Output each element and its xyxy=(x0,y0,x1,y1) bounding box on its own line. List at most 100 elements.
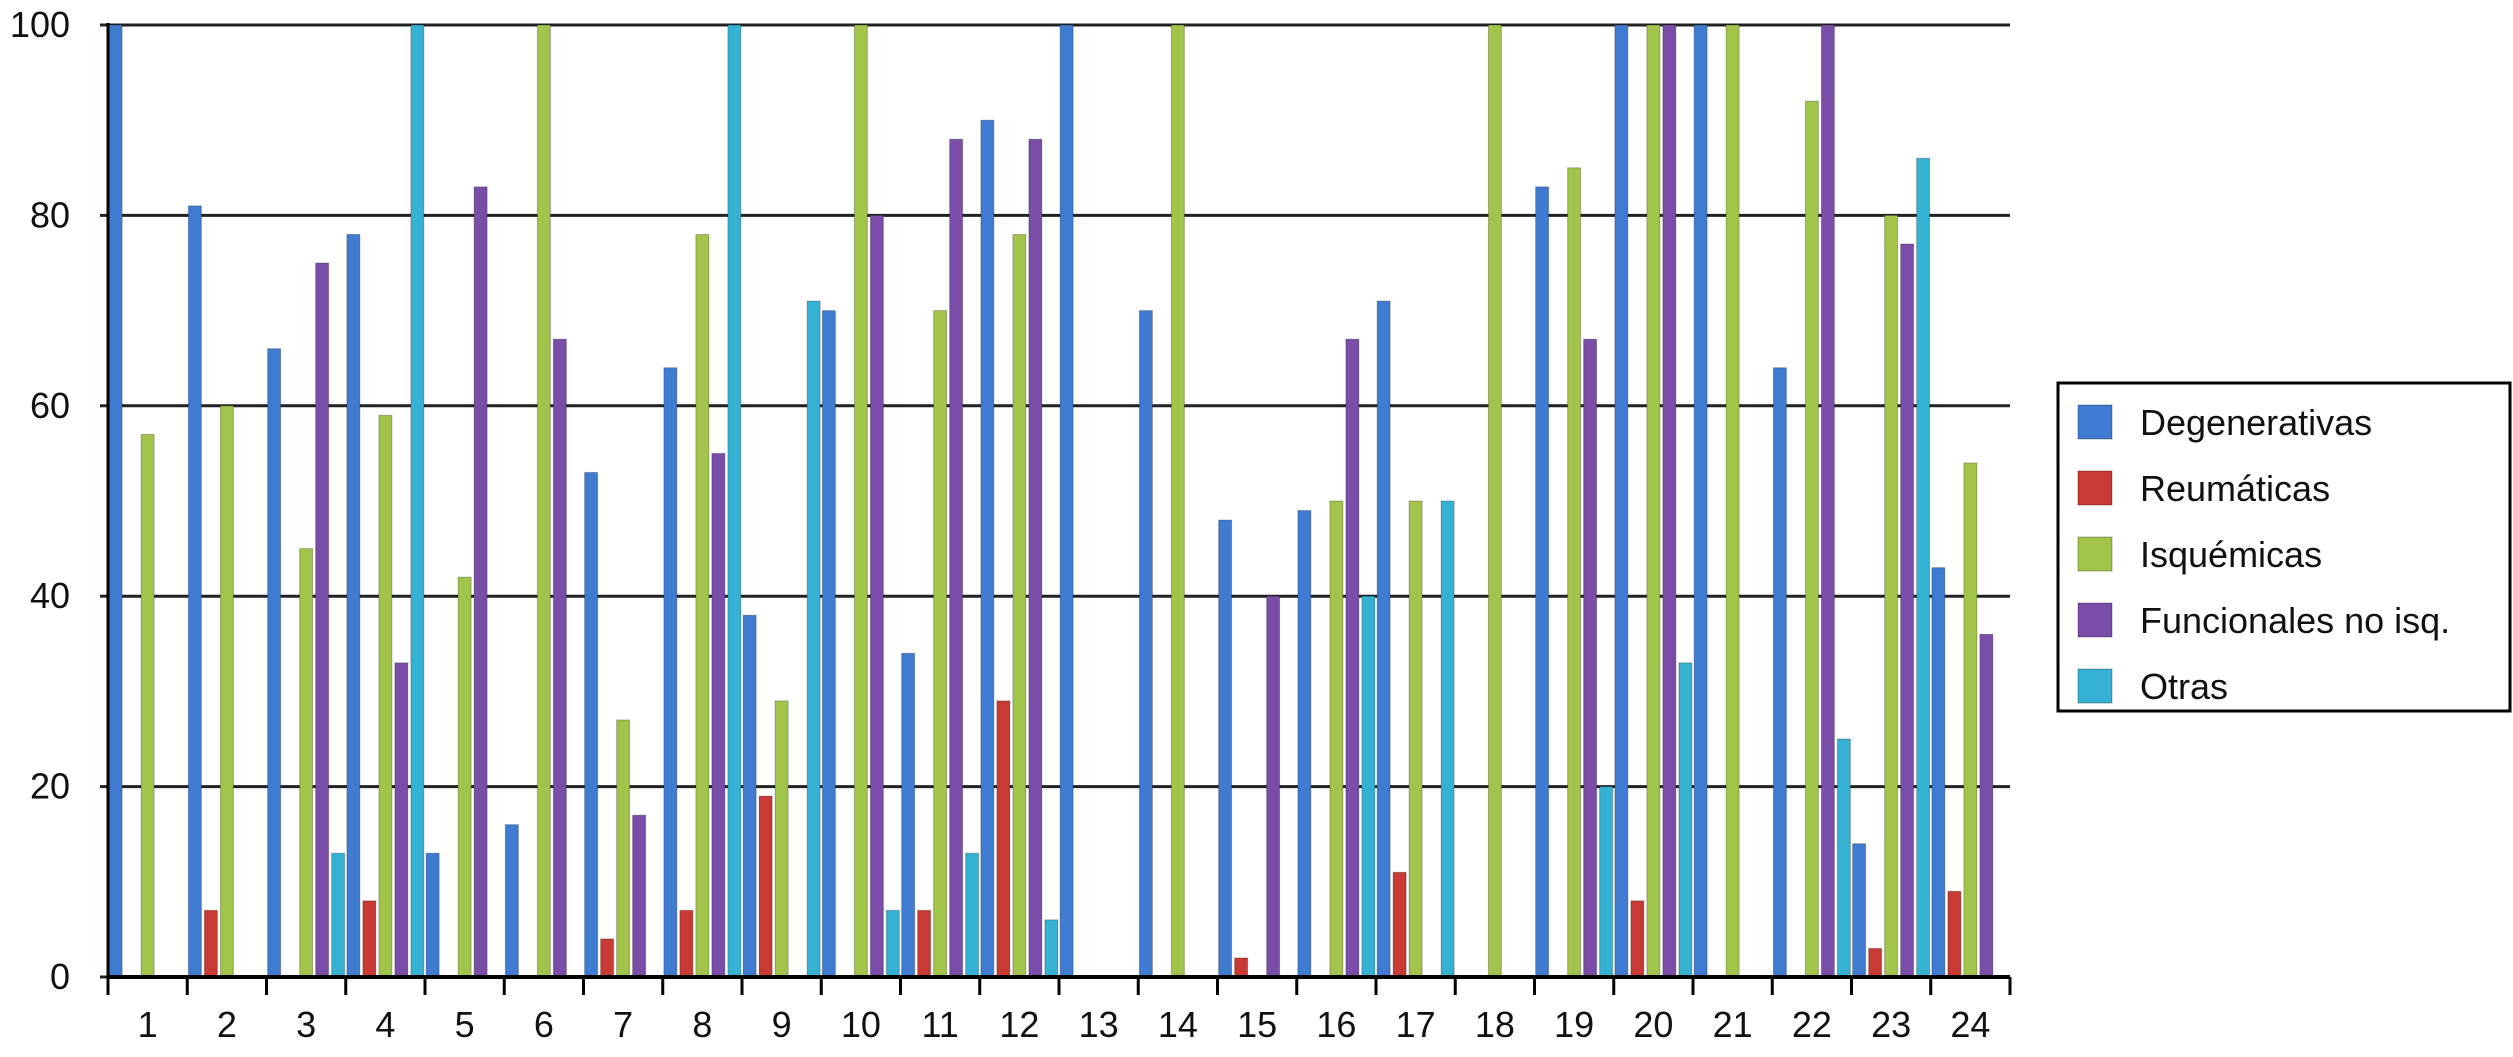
legend-swatch xyxy=(2077,470,2113,506)
legend-swatch xyxy=(2077,668,2113,704)
legend-label: Reumáticas xyxy=(2140,468,2330,509)
bar xyxy=(219,405,234,978)
bar xyxy=(1408,500,1423,978)
bar xyxy=(1266,595,1281,978)
bar xyxy=(1693,24,1708,978)
bar xyxy=(1884,214,1899,978)
bar xyxy=(410,24,425,978)
bar xyxy=(1900,243,1915,978)
bar xyxy=(1804,100,1819,978)
y-tick-label: 100 xyxy=(10,4,70,45)
x-tick-label: 5 xyxy=(455,1004,475,1045)
bar xyxy=(1583,338,1598,978)
x-tick-label: 16 xyxy=(1316,1004,1356,1045)
bar xyxy=(1599,786,1614,978)
bar xyxy=(1931,567,1946,978)
bar xyxy=(203,909,218,978)
bar xyxy=(1836,738,1851,978)
x-tick-label: 22 xyxy=(1792,1004,1832,1045)
x-tick-label: 17 xyxy=(1396,1004,1436,1045)
x-tick-label: 11 xyxy=(921,1004,958,1045)
legend-swatch xyxy=(2077,404,2113,440)
bar xyxy=(584,471,599,978)
x-tick-label: 13 xyxy=(1079,1004,1119,1045)
bar xyxy=(1630,900,1645,978)
y-tick-label: 60 xyxy=(30,385,70,426)
bar xyxy=(1028,138,1043,978)
y-tick-label: 80 xyxy=(30,194,70,235)
bar xyxy=(1979,633,1994,978)
bar xyxy=(1646,24,1661,978)
x-tick-label: 9 xyxy=(772,1004,792,1045)
x-tick-label: 6 xyxy=(534,1004,554,1045)
bar xyxy=(331,852,346,978)
bar xyxy=(1725,24,1740,978)
bar xyxy=(1963,462,1978,978)
bar xyxy=(1567,167,1582,978)
bar xyxy=(473,186,488,978)
bar xyxy=(965,852,980,978)
bar xyxy=(996,700,1011,978)
bar xyxy=(1012,233,1027,978)
bar xyxy=(632,814,647,978)
bars xyxy=(108,24,1994,978)
bar xyxy=(362,900,377,978)
bar xyxy=(1170,24,1185,978)
bar xyxy=(901,652,916,978)
bar xyxy=(742,614,757,978)
bar xyxy=(711,452,726,978)
legend: Degenerativas Reumáticas Isquémicas Funcion… xyxy=(2056,381,2512,713)
bar xyxy=(1361,595,1376,978)
bar xyxy=(1218,519,1233,978)
x-tick-label: 4 xyxy=(375,1004,395,1045)
bar xyxy=(980,119,995,978)
bar xyxy=(1345,338,1360,978)
bar xyxy=(663,367,678,978)
bar xyxy=(806,300,821,978)
x-tick-label: 12 xyxy=(999,1004,1039,1045)
legend-label: Otras xyxy=(2140,666,2228,707)
bar xyxy=(679,909,694,978)
bar xyxy=(1376,300,1391,978)
bar xyxy=(108,24,123,978)
legend-label: Isquémicas xyxy=(2140,534,2322,575)
legend-swatch xyxy=(2077,602,2113,638)
bar xyxy=(885,909,900,978)
y-tick-label: 0 xyxy=(50,956,70,997)
y-tick-label: 20 xyxy=(30,766,70,807)
bar xyxy=(758,795,773,978)
y-tick-labels: 0 20 40 60 80 100 xyxy=(10,4,70,997)
x-tick-label: 1 xyxy=(138,1004,158,1045)
bar xyxy=(1440,500,1455,978)
bar xyxy=(1329,500,1344,978)
bar xyxy=(774,700,789,978)
x-tick-label: 15 xyxy=(1237,1004,1277,1045)
bar xyxy=(853,24,868,978)
bar xyxy=(695,233,710,978)
bar xyxy=(869,214,884,978)
bar xyxy=(1614,24,1629,978)
bar xyxy=(933,310,948,978)
bar xyxy=(1487,24,1502,978)
x-tick-label: 23 xyxy=(1871,1004,1911,1045)
x-tick-label: 2 xyxy=(217,1004,237,1045)
bar xyxy=(949,138,964,978)
bar xyxy=(1820,24,1835,978)
legend-box xyxy=(2056,381,2512,713)
bar xyxy=(187,205,202,978)
bar xyxy=(616,719,631,978)
bar xyxy=(536,24,551,978)
bar xyxy=(299,548,314,978)
x-tick-label: 24 xyxy=(1950,1004,1990,1045)
x-tick-label: 21 xyxy=(1713,1004,1753,1045)
axes xyxy=(106,23,2012,995)
bar xyxy=(1044,919,1059,978)
bar xyxy=(1297,510,1312,978)
x-tick-label: 8 xyxy=(692,1004,712,1045)
bar xyxy=(394,662,409,978)
bar xyxy=(346,233,361,978)
legend-label: Degenerativas xyxy=(2140,402,2372,443)
bar xyxy=(1852,843,1867,978)
bar xyxy=(140,433,155,978)
